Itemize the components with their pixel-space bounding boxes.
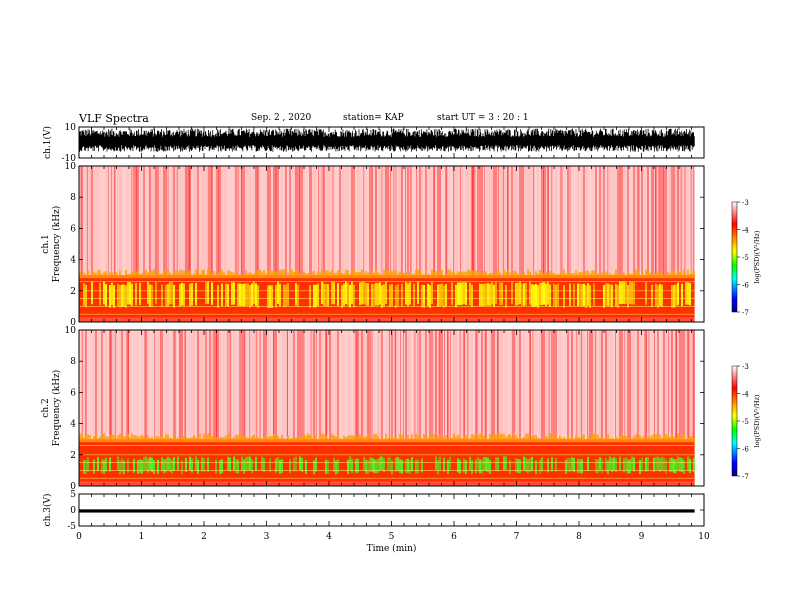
- y-tick-label: 8: [70, 357, 76, 367]
- x-tick-label: 0: [76, 532, 82, 542]
- ch3-waveform-ylabel: ch.3(V): [42, 494, 53, 527]
- ch1-spectrogram-ylabel: ch.1: [41, 234, 51, 253]
- y-tick-label: 4: [70, 256, 76, 266]
- x-tick-label: 1: [139, 532, 145, 542]
- ch2-spectrogram-ylabel: ch.2: [41, 398, 51, 417]
- colorbar-tick-label: -3: [742, 199, 749, 207]
- y-tick-label: 0: [70, 482, 76, 492]
- ch1-waveform-trace: [78, 128, 695, 152]
- colorbar-tick-label: -6: [742, 446, 749, 454]
- x-tick-label: 3: [264, 532, 270, 542]
- start-time-label: start UT = 3 : 20 : 1: [437, 113, 529, 123]
- chart-title: VLF Spectra: [79, 112, 149, 125]
- y-tick-label: 6: [70, 388, 76, 398]
- colorbar-tick-label: -4: [742, 227, 749, 235]
- ch2-colorbar-label: log(PSD)(V²/Hz): [753, 394, 761, 447]
- y-tick-label: 10: [65, 162, 77, 172]
- colorbar-tick-label: -5: [742, 254, 749, 262]
- ch1-waveform-ylabel: ch.1(V): [42, 126, 53, 159]
- y-tick-label: -5: [67, 522, 76, 532]
- x-tick-label: 10: [698, 532, 710, 542]
- y-tick-label: 6: [70, 224, 76, 234]
- colorbar-tick-label: -4: [742, 391, 749, 399]
- ch1-colorbar-label: log(PSD)(V²/Hz): [753, 230, 761, 283]
- colorbar-tick-label: -3: [742, 363, 749, 371]
- x-tick-label: 8: [576, 532, 582, 542]
- date-label: Sep. 2 , 2020: [251, 113, 312, 123]
- y-tick-label: 10: [65, 123, 77, 133]
- ch2-spectrogram-image: [79, 330, 695, 486]
- x-axis-label: Time (min): [367, 543, 417, 554]
- y-tick-label: 10: [65, 326, 77, 336]
- x-tick-label: 9: [639, 532, 645, 542]
- y-tick-label: -10: [62, 154, 77, 164]
- ch1-spectrogram-image: [78, 166, 695, 322]
- y-tick-label: 2: [70, 287, 76, 297]
- x-tick-label: 5: [389, 532, 395, 542]
- station-label: station= KAP: [343, 113, 404, 123]
- colorbar-tick-label: -7: [742, 309, 749, 317]
- ch1-colorbar: [731, 201, 738, 313]
- y-tick-label: 0: [70, 318, 76, 328]
- ch2-colorbar: [731, 365, 738, 477]
- x-tick-label: 2: [201, 532, 207, 542]
- ch3-waveform-trace: [79, 509, 695, 513]
- x-tick-label: 4: [326, 532, 332, 542]
- x-tick-label: 6: [451, 532, 457, 542]
- colorbar-tick-label: -7: [742, 473, 749, 481]
- y-tick-label: 5: [70, 490, 76, 500]
- y-tick-label: 4: [70, 420, 76, 430]
- colorbar-tick-label: -6: [742, 282, 749, 290]
- y-tick-label: 0: [70, 506, 76, 516]
- colorbar-tick-label: -5: [742, 418, 749, 426]
- ch1-spectrogram-ylabel: Frequency (kHz): [51, 206, 62, 283]
- y-tick-label: 8: [70, 193, 76, 203]
- ch2-spectrogram-ylabel: Frequency (kHz): [51, 370, 62, 447]
- y-tick-label: 2: [70, 451, 76, 461]
- x-tick-label: 7: [514, 532, 520, 542]
